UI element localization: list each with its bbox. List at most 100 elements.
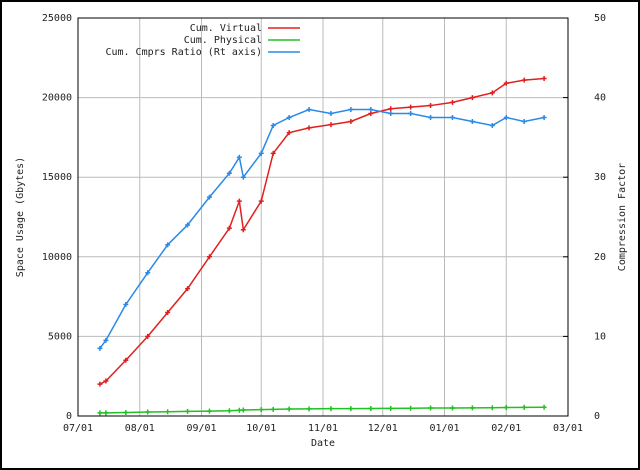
point-marker xyxy=(328,111,334,117)
x-tick-label: 08/01 xyxy=(125,423,155,434)
point-marker xyxy=(428,405,434,411)
point-marker xyxy=(489,90,495,96)
point-marker xyxy=(103,378,109,384)
y2-tick-label: 20 xyxy=(594,252,606,263)
y-tick-label: 5000 xyxy=(48,331,72,342)
point-marker xyxy=(206,408,212,414)
point-marker xyxy=(328,122,334,128)
y2-axis-label: Compression Factor xyxy=(617,163,628,271)
x-tick-label: 01/01 xyxy=(429,423,459,434)
point-marker xyxy=(123,409,129,415)
point-marker xyxy=(185,286,191,292)
point-marker xyxy=(226,170,232,176)
point-marker xyxy=(270,406,276,412)
point-marker xyxy=(145,333,151,339)
x-tick-label: 07/01 xyxy=(63,423,93,434)
point-marker xyxy=(348,107,354,113)
point-marker xyxy=(541,115,547,120)
point-marker xyxy=(240,174,246,180)
point-marker xyxy=(185,222,191,228)
point-marker xyxy=(368,406,374,412)
series-line xyxy=(99,77,545,385)
y2-tick-label: 40 xyxy=(594,93,606,104)
point-marker xyxy=(270,122,276,128)
point-marker xyxy=(97,410,103,416)
point-marker xyxy=(226,225,232,231)
x-tick-label: 11/01 xyxy=(308,423,338,434)
point-marker xyxy=(503,115,509,120)
point-marker xyxy=(258,198,264,204)
point-marker xyxy=(521,404,527,410)
point-marker xyxy=(503,405,509,411)
point-marker xyxy=(306,406,312,412)
point-marker xyxy=(286,406,292,412)
point-marker xyxy=(541,75,547,81)
point-marker xyxy=(123,302,129,308)
x-tick-label: 10/01 xyxy=(246,423,276,434)
point-marker xyxy=(206,194,212,200)
point-marker xyxy=(328,406,334,412)
point-marker xyxy=(97,345,103,351)
point-marker xyxy=(103,337,109,343)
point-marker xyxy=(408,405,414,411)
point-marker xyxy=(541,404,547,410)
point-marker xyxy=(236,154,242,160)
point-marker xyxy=(408,111,414,117)
point-marker xyxy=(469,405,475,411)
y2-tick-label: 0 xyxy=(594,411,600,422)
point-marker xyxy=(306,125,312,131)
legend-label: Cum. Virtual xyxy=(190,23,262,34)
point-marker xyxy=(258,150,264,156)
x-tick-label: 12/01 xyxy=(368,423,398,434)
point-marker xyxy=(165,310,171,316)
point-marker xyxy=(123,357,129,363)
point-marker xyxy=(449,99,455,105)
legend-label: Cum. Physical xyxy=(184,35,262,46)
point-marker xyxy=(97,381,103,387)
point-marker xyxy=(226,408,232,414)
y-tick-label: 10000 xyxy=(42,252,72,263)
point-marker xyxy=(521,118,527,124)
series-line xyxy=(99,406,545,414)
y-tick-label: 15000 xyxy=(42,172,72,183)
point-marker xyxy=(306,107,312,113)
y-axis-label: Space Usage (Gbytes) xyxy=(15,157,26,277)
point-marker xyxy=(240,227,246,233)
point-marker xyxy=(185,408,191,414)
y-tick-label: 25000 xyxy=(42,13,72,24)
point-marker xyxy=(469,95,475,101)
point-marker xyxy=(286,115,292,120)
y-tick-label: 0 xyxy=(66,411,72,422)
point-marker xyxy=(165,409,171,415)
legend-label: Cum. Cmprs Ratio (Rt axis) xyxy=(105,47,262,58)
point-marker xyxy=(449,405,455,411)
y2-tick-label: 30 xyxy=(594,172,606,183)
point-marker xyxy=(240,407,246,413)
point-marker xyxy=(388,106,394,112)
y2-tick-label: 10 xyxy=(594,331,606,342)
x-tick-label: 03/01 xyxy=(553,423,583,434)
point-marker xyxy=(286,130,292,136)
point-marker xyxy=(145,270,151,276)
point-marker xyxy=(258,407,264,413)
x-tick-label: 02/01 xyxy=(491,423,521,434)
point-marker xyxy=(368,107,374,113)
point-marker xyxy=(489,405,495,411)
point-marker xyxy=(165,242,171,248)
y2-tick-label: 50 xyxy=(594,13,606,24)
point-marker xyxy=(428,103,434,109)
plot-border xyxy=(77,17,569,417)
point-marker xyxy=(489,122,495,128)
series-line xyxy=(99,108,545,349)
point-marker xyxy=(270,150,276,156)
point-marker xyxy=(103,410,109,416)
x-axis-label: Date xyxy=(311,438,335,449)
point-marker xyxy=(388,405,394,411)
point-marker xyxy=(348,118,354,124)
point-marker xyxy=(469,118,475,124)
point-marker xyxy=(236,198,242,204)
x-tick-label: 09/01 xyxy=(186,423,216,434)
point-marker xyxy=(206,254,212,260)
